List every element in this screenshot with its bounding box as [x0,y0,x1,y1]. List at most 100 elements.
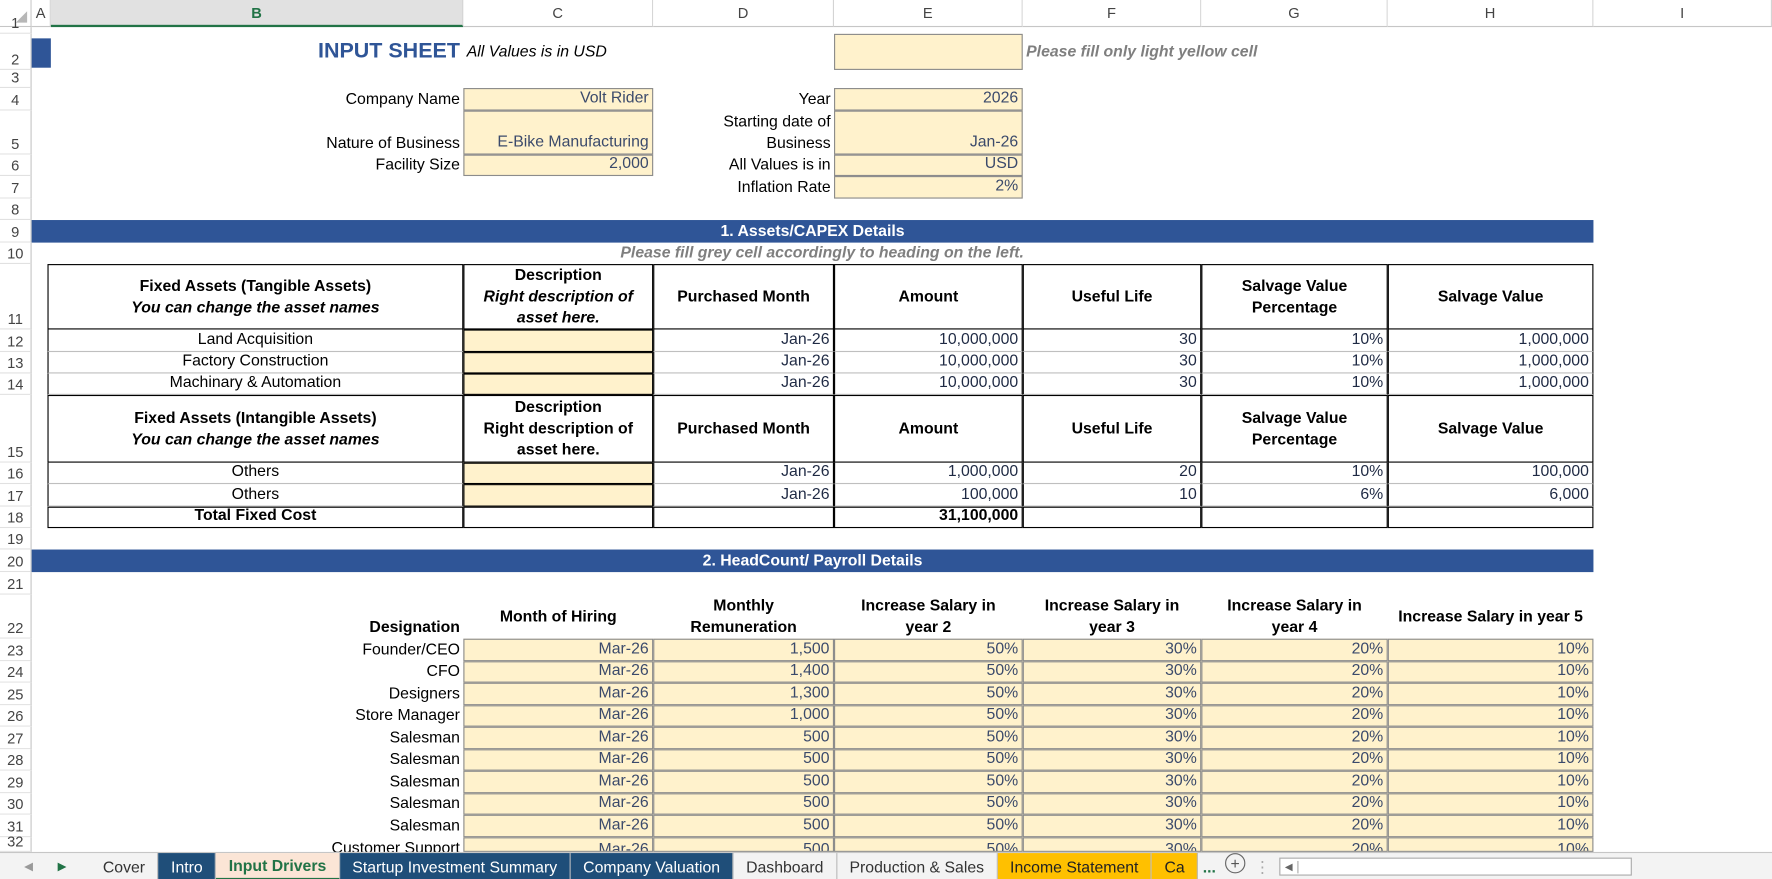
payroll-cell[interactable]: 30% [1022,749,1202,771]
payroll-cell[interactable]: 30% [1022,770,1202,794]
payroll-cell[interactable]: 10% [1387,793,1594,815]
payroll-cell[interactable]: 10% [1387,814,1594,838]
asset-month[interactable]: Jan-26 [653,352,835,374]
row-header[interactable]: 12 [0,329,32,353]
payroll-cell[interactable]: 500 [653,814,835,838]
row-header[interactable]: 4 [0,88,32,111]
row-header[interactable]: 9 [0,220,32,243]
payroll-cell[interactable]: 50% [834,814,1023,838]
payroll-cell[interactable]: Mar-26 [463,837,654,852]
row-header[interactable]: 6 [0,154,32,177]
payroll-cell[interactable]: 50% [834,770,1023,794]
row-header[interactable]: 1 [0,15,32,34]
column-header-a[interactable]: A [31,0,51,28]
payroll-designation[interactable]: Salesman [389,727,460,746]
payroll-cell[interactable]: Mar-26 [463,793,654,815]
payroll-cell[interactable]: 30% [1022,793,1202,815]
asset-amount[interactable]: 100,000 [834,484,1023,507]
sheet-tab[interactable]: Input Drivers [216,853,340,879]
column-header-f[interactable]: F [1022,0,1202,28]
sheet-tab[interactable]: Startup Investment Summary [339,853,571,879]
row-header[interactable]: 10 [0,242,32,265]
payroll-cell[interactable]: 20% [1201,814,1388,838]
payroll-cell[interactable]: 20% [1201,705,1388,727]
payroll-designation[interactable]: Salesman [389,815,460,834]
asset-pct[interactable]: 6% [1201,484,1388,507]
payroll-designation[interactable]: Designers [388,683,460,702]
asset-month[interactable]: Jan-26 [653,373,835,395]
payroll-cell[interactable]: Mar-26 [463,749,654,771]
asset-salvage[interactable]: 6,000 [1387,484,1594,507]
asset-pct[interactable]: 10% [1201,462,1388,485]
asset-description-input[interactable] [463,462,654,485]
row-header[interactable]: 32 [0,833,32,852]
payroll-cell[interactable]: 1,400 [653,661,835,683]
asset-description-input[interactable] [463,373,654,395]
asset-month[interactable]: Jan-26 [653,484,835,507]
asset-pct[interactable]: 10% [1201,373,1388,395]
row-header[interactable]: 24 [0,661,32,683]
row-header[interactable]: 8 [0,198,32,221]
row-header[interactable]: 28 [0,749,32,771]
row-header[interactable]: 21 [0,572,32,595]
payroll-designation[interactable]: Founder/CEO [362,639,460,658]
payroll-cell[interactable]: Mar-26 [463,661,654,683]
splitter-handle[interactable]: ⋮ [1254,857,1271,876]
asset-pct[interactable]: 10% [1201,352,1388,374]
row-header[interactable]: 7 [0,176,32,199]
asset-pct[interactable]: 10% [1201,329,1388,353]
company-field-value[interactable]: E-Bike Manufacturing [463,110,654,155]
payroll-cell[interactable]: 1,000 [653,705,835,727]
company-field-value[interactable]: Volt Rider [463,88,654,111]
asset-amount[interactable]: 10,000,000 [834,352,1023,374]
payroll-cell[interactable]: 20% [1201,770,1388,794]
asset-amount[interactable]: 10,000,000 [834,373,1023,395]
asset-name[interactable]: Others [47,462,464,485]
payroll-cell[interactable]: 20% [1201,793,1388,815]
payroll-cell[interactable]: Mar-26 [463,814,654,838]
row-header[interactable]: 19 [0,528,32,550]
tab-scroll-right-icon[interactable]: ▶ [57,860,67,873]
column-header-g[interactable]: G [1201,0,1388,28]
sheet-tab[interactable]: Company Valuation [570,853,734,879]
row-header[interactable]: 14 [0,373,32,395]
row-header[interactable]: 25 [0,682,32,706]
payroll-cell[interactable]: 50% [834,682,1023,706]
row-header[interactable]: 15 [0,394,32,463]
asset-month[interactable]: Jan-26 [653,462,835,485]
payroll-cell[interactable]: 30% [1022,814,1202,838]
payroll-cell[interactable]: 500 [653,726,835,750]
payroll-designation[interactable]: CFO [426,661,460,680]
payroll-cell[interactable]: Mar-26 [463,705,654,727]
payroll-cell[interactable]: 10% [1387,726,1594,750]
payroll-cell[interactable]: Mar-26 [463,726,654,750]
payroll-designation[interactable]: Salesman [389,771,460,790]
sheet-tab[interactable]: Intro [158,853,217,879]
asset-description-input[interactable] [463,352,654,374]
payroll-cell[interactable]: 500 [653,837,835,852]
row-header[interactable]: 13 [0,352,32,374]
horizontal-scrollbar[interactable]: ◀ [1279,857,1632,876]
payroll-cell[interactable]: 500 [653,749,835,771]
payroll-cell[interactable]: 20% [1201,682,1388,706]
company-field-value[interactable]: 2,000 [463,154,654,177]
payroll-cell[interactable]: 20% [1201,726,1388,750]
payroll-cell[interactable]: 20% [1201,837,1388,852]
tab-scroll-left-icon[interactable]: ◀ [24,860,33,873]
column-header-b[interactable]: B [50,0,464,28]
payroll-cell[interactable]: 50% [834,749,1023,771]
payroll-designation[interactable]: Customer Support [331,838,460,852]
column-header-i[interactable]: I [1593,0,1772,28]
payroll-cell[interactable]: 50% [834,793,1023,815]
row-header[interactable]: 2 [0,33,32,70]
payroll-cell[interactable]: 30% [1022,682,1202,706]
payroll-cell[interactable]: 10% [1387,638,1594,662]
payroll-cell[interactable]: 10% [1387,837,1594,852]
sheet-tab[interactable]: Production & Sales [837,853,998,879]
row-header[interactable]: 23 [0,638,32,662]
asset-salvage[interactable]: 1,000,000 [1387,373,1594,395]
payroll-cell[interactable]: 10% [1387,770,1594,794]
payroll-cell[interactable]: 1,300 [653,682,835,706]
payroll-cell[interactable]: Mar-26 [463,682,654,706]
payroll-designation[interactable]: Salesman [389,793,460,812]
